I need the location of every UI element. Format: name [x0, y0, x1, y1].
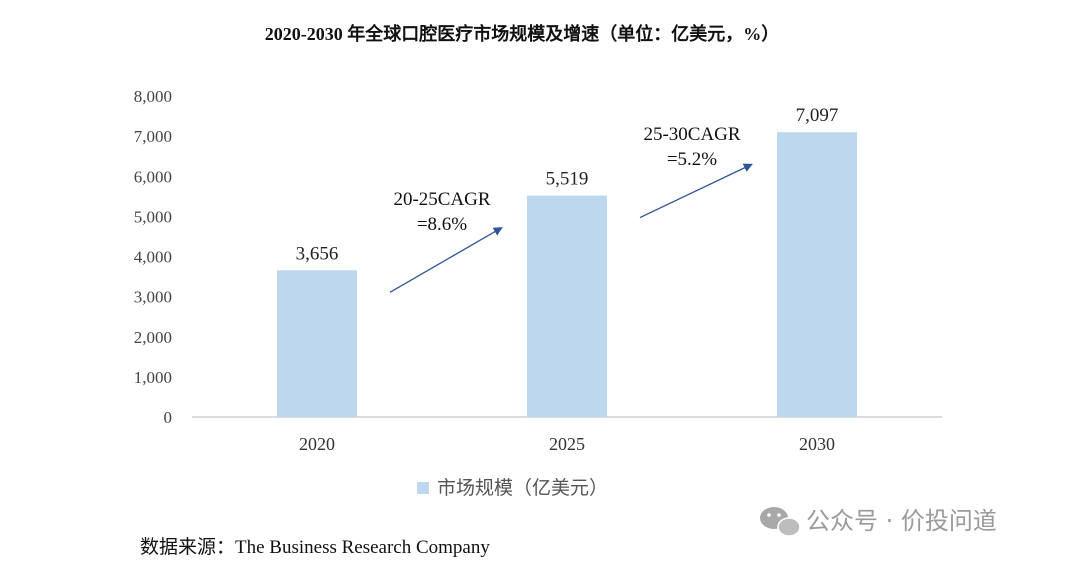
data-label: 7,097 [796, 105, 839, 126]
y-tick-label: 0 [164, 408, 173, 427]
y-tick-label: 3,000 [134, 288, 172, 307]
cagr-label: 25-30CAGR [643, 124, 740, 145]
bars: 3,656 5,519 7,097 [277, 105, 857, 417]
y-axis: 0 1,000 2,000 3,000 4,000 5,000 6,000 7,000 8,00… [134, 87, 172, 427]
cagr-arrow [389, 226, 503, 293]
x-axis: 2020 2025 2030 [299, 434, 835, 454]
cagr-arrow [639, 163, 753, 219]
cagr-value: =5.2% [667, 149, 717, 170]
y-tick-label: 6,000 [134, 167, 172, 186]
watermark-text: 公众号 · 价投问道 [806, 507, 997, 535]
x-tick-label: 2025 [549, 434, 585, 454]
y-tick-label: 8,000 [134, 87, 172, 106]
y-tick-label: 7,000 [134, 127, 172, 146]
x-tick-label: 2030 [799, 434, 835, 454]
legend-swatch [417, 482, 429, 494]
y-tick-label: 5,000 [134, 207, 172, 226]
data-label: 5,519 [546, 169, 589, 190]
cagr-annotations: 20-25CAGR =8.6% 25-30CAGR =5.2% [389, 124, 753, 293]
cagr-label: 20-25CAGR [393, 189, 490, 210]
bar-2030 [777, 132, 857, 417]
source-note: 数据来源：The Business Research Company [140, 536, 490, 558]
y-tick-label: 2,000 [134, 328, 172, 347]
bar-2025 [527, 195, 607, 417]
data-label: 3,656 [296, 243, 339, 264]
chart-title: 2020-2030 年全球口腔医疗市场规模及增速（单位：亿美元，%） [265, 23, 780, 44]
legend: 市场规模（亿美元） [417, 477, 608, 499]
legend-label: 市场规模（亿美元） [437, 477, 608, 499]
bar-2020 [277, 270, 357, 417]
wechat-icon [760, 507, 801, 537]
watermark: 公众号 · 价投问道 [760, 507, 997, 537]
x-tick-label: 2020 [299, 434, 335, 454]
y-tick-label: 1,000 [134, 368, 172, 387]
y-tick-label: 4,000 [134, 248, 172, 267]
cagr-value: =8.6% [417, 214, 467, 235]
